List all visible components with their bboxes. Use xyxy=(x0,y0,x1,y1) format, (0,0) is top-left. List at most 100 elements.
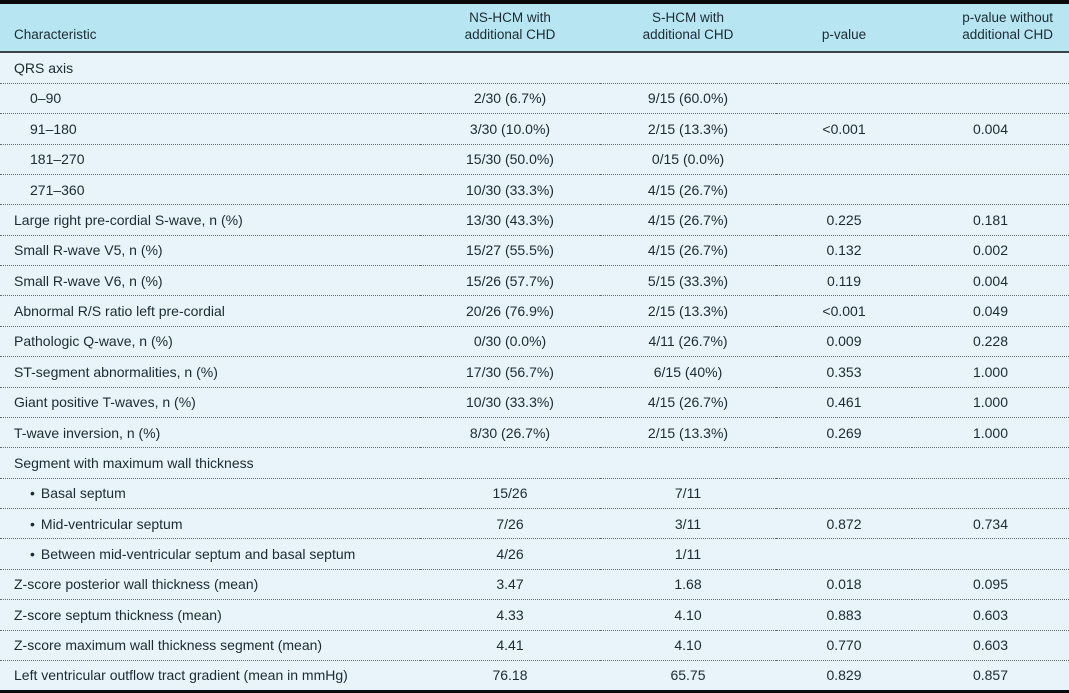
cell-value: 3.47 xyxy=(420,568,600,600)
cell-value: 1.68 xyxy=(600,568,776,600)
row-label: Large right pre-cordial S-wave, n (%) xyxy=(14,211,243,228)
cell-value: 1.000 xyxy=(912,416,1069,448)
cell-value: 3/11 xyxy=(600,508,776,539)
cell-value: 0.002 xyxy=(912,234,1069,266)
column-header-1: NS-HCM with additional CHD xyxy=(420,4,600,53)
row-label: Left ventricular outflow tract gradient … xyxy=(14,667,348,684)
table-row: 181–270 15/30 (50.0%) 0/15 (0.0%) xyxy=(0,143,1069,175)
cell-value: 4.41 xyxy=(420,629,600,661)
cell-value: 10/30 (33.3%) xyxy=(420,173,600,205)
table-row: Giant positive T-waves, n (%) 10/30 (33.3… xyxy=(0,386,1069,418)
table-row: Z-score maximum wall thickness segment (… xyxy=(0,629,1069,661)
table-row: Pathologic Q-wave, n (%) 0/30 (0.0%) 4/11 … xyxy=(0,325,1069,357)
cell-value: 8/30 (26.7%) xyxy=(420,416,600,448)
row-label: ST-segment abnormalities, n (%) xyxy=(14,363,218,380)
cell-value: 2/15 (13.3%) xyxy=(600,113,776,145)
row-label-cell: Segment with maximum wall thickness xyxy=(0,447,420,479)
cell-value xyxy=(776,173,912,205)
cell-value: 4/15 (26.7%) xyxy=(600,204,776,236)
cell-value: 0.228 xyxy=(912,325,1069,357)
cell-value: <0.001 xyxy=(776,113,912,145)
row-label-cell: Large right pre-cordial S-wave, n (%) xyxy=(0,204,420,236)
cell-value: 0.018 xyxy=(776,568,912,600)
table-row: • Between mid-ventricular septum and basa… xyxy=(0,538,1069,570)
cell-value: 65.75 xyxy=(600,659,776,690)
cell-value: 0/30 (0.0%) xyxy=(420,325,600,357)
cell-value: <0.001 xyxy=(776,295,912,327)
header-row: Characteristic NS-HCM with additional CHD… xyxy=(0,4,1069,53)
cell-value: 15/26 (57.7%) xyxy=(420,265,600,296)
row-label-cell: • Between mid-ventricular septum and basa… xyxy=(0,538,420,570)
table-row: Z-score posterior wall thickness (mean) 3… xyxy=(0,568,1069,600)
cell-value xyxy=(776,52,912,83)
cell-value xyxy=(776,538,912,570)
row-label-cell: Left ventricular outflow tract gradient … xyxy=(0,659,420,690)
row-label: Between mid-ventricular septum and basal… xyxy=(40,546,356,563)
table-row: QRS axis xyxy=(0,52,1069,83)
row-label-cell: T-wave inversion, n (%) xyxy=(0,416,420,448)
characteristics-table: Characteristic NS-HCM with additional CHD… xyxy=(0,4,1069,690)
cell-value: 0.132 xyxy=(776,234,912,266)
cell-value: 0.269 xyxy=(776,416,912,448)
cell-value: 4.33 xyxy=(420,599,600,631)
cell-value: 20/26 (76.9%) xyxy=(420,295,600,327)
row-label: Giant positive T-waves, n (%) xyxy=(14,394,196,411)
cell-value: 0.857 xyxy=(912,659,1069,690)
row-label-cell: Z-score posterior wall thickness (mean) xyxy=(0,568,420,600)
table-row: Large right pre-cordial S-wave, n (%) 13/… xyxy=(0,204,1069,236)
row-label: Z-score septum thickness (mean) xyxy=(14,606,222,623)
row-label: QRS axis xyxy=(14,59,74,76)
table-row: 271–360 10/30 (33.3%) 4/15 (26.7%) xyxy=(0,173,1069,205)
cell-value: 4/15 (26.7%) xyxy=(600,386,776,418)
column-header-0: Characteristic xyxy=(0,4,420,53)
cell-value: 4/15 (26.7%) xyxy=(600,234,776,266)
cell-value: 0.181 xyxy=(912,204,1069,236)
cell-value: 3/30 (10.0%) xyxy=(420,113,600,145)
cell-value: 6/15 (40%) xyxy=(600,356,776,388)
row-label-cell: Small R-wave V6, n (%) xyxy=(0,265,420,296)
cell-value xyxy=(420,447,600,479)
cell-value: 17/30 (56.7%) xyxy=(420,356,600,388)
cell-value: 15/27 (55.5%) xyxy=(420,234,600,266)
cell-value: 4.10 xyxy=(600,599,776,631)
row-label-cell: Giant positive T-waves, n (%) xyxy=(0,386,420,418)
table-row: T-wave inversion, n (%) 8/30 (26.7%) 2/15 … xyxy=(0,416,1069,448)
cell-value: 0.049 xyxy=(912,295,1069,327)
row-label-cell: • Mid-ventricular septum xyxy=(0,508,420,539)
row-label: 271–360 xyxy=(30,181,85,198)
cell-value xyxy=(776,143,912,175)
row-label: Z-score posterior wall thickness (mean) xyxy=(14,576,259,593)
cell-value: 7/26 xyxy=(420,508,600,539)
cell-value xyxy=(776,477,912,509)
cell-value: 2/15 (13.3%) xyxy=(600,416,776,448)
cell-value: 15/26 xyxy=(420,477,600,509)
table-row: Abnormal R/S ratio left pre-cordial 20/26… xyxy=(0,295,1069,327)
table-body: QRS axis 0–90 2/30 (6.7%) 9/15 (60.0%) 91–18… xyxy=(0,52,1069,690)
cell-value: 2/30 (6.7%) xyxy=(420,82,600,114)
cell-value: 0.461 xyxy=(776,386,912,418)
row-label-cell: ST-segment abnormalities, n (%) xyxy=(0,356,420,388)
cell-value xyxy=(912,447,1069,479)
table-row: Small R-wave V6, n (%) 15/26 (57.7%) 5/15 … xyxy=(0,265,1069,296)
row-label-cell: Pathologic Q-wave, n (%) xyxy=(0,325,420,357)
row-label-cell: 181–270 xyxy=(0,143,420,175)
row-label-cell: • Basal septum xyxy=(0,477,420,509)
cell-value: 0.119 xyxy=(776,265,912,296)
bullet-icon: • xyxy=(30,515,35,532)
cell-value xyxy=(912,143,1069,175)
cell-value xyxy=(912,477,1069,509)
cell-value xyxy=(912,538,1069,570)
cell-value xyxy=(776,447,912,479)
column-header-4: p-value without additional CHD xyxy=(912,4,1069,53)
table-row: Left ventricular outflow tract gradient … xyxy=(0,659,1069,690)
table-row: 91–180 3/30 (10.0%) 2/15 (13.3%) <0.001 0.00… xyxy=(0,113,1069,145)
cell-value: 7/11 xyxy=(600,477,776,509)
cell-value: 4/26 xyxy=(420,538,600,570)
cell-value: 5/15 (33.3%) xyxy=(600,265,776,296)
bullet-icon: • xyxy=(30,546,35,563)
row-label: 0–90 xyxy=(30,90,62,107)
cell-value: 0.225 xyxy=(776,204,912,236)
cell-value xyxy=(912,52,1069,83)
table-row: Z-score septum thickness (mean) 4.33 4.10 0… xyxy=(0,599,1069,631)
